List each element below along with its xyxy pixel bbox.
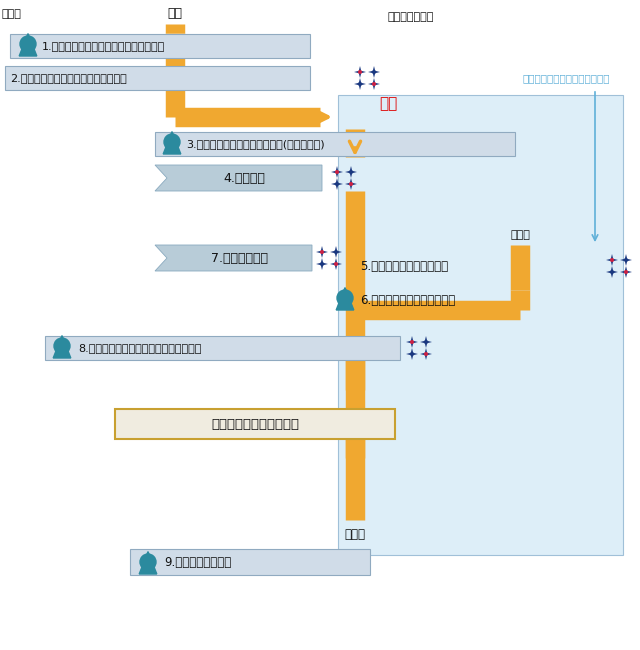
Polygon shape [345, 178, 357, 190]
Circle shape [372, 83, 375, 85]
Polygon shape [316, 246, 328, 258]
Polygon shape [140, 552, 157, 574]
Text: 4.供給承諾: 4.供給承諾 [223, 172, 266, 185]
Circle shape [425, 341, 428, 343]
Circle shape [358, 71, 362, 73]
Circle shape [411, 353, 413, 356]
Polygon shape [606, 254, 618, 266]
Circle shape [425, 353, 428, 356]
Text: 2.需要抑制量調整供給事前検討の回答: 2.需要抑制量調整供給事前検討の回答 [10, 73, 127, 83]
Circle shape [611, 259, 613, 261]
Text: 1.需要抑制量調整供給事前検討の申込み: 1.需要抑制量調整供給事前検討の申込み [42, 41, 165, 51]
Polygon shape [53, 335, 71, 358]
Circle shape [335, 263, 337, 265]
FancyBboxPatch shape [10, 34, 310, 58]
FancyBboxPatch shape [115, 409, 395, 439]
Polygon shape [354, 66, 366, 78]
Text: 発生時: 発生時 [344, 528, 365, 541]
Polygon shape [420, 336, 432, 348]
FancyBboxPatch shape [5, 66, 310, 90]
Text: 6.工事費負担金等請求・支払: 6.工事費負担金等請求・支払 [360, 294, 455, 307]
Circle shape [625, 259, 627, 261]
Circle shape [349, 171, 352, 174]
Text: 必須: 必須 [379, 96, 397, 112]
Text: 9.供給地点の追加等: 9.供給地点の追加等 [164, 556, 231, 569]
Text: 8.需要抑制量調整供給兼基本契約の締結: 8.需要抑制量調整供給兼基本契約の締結 [78, 343, 202, 353]
Polygon shape [620, 266, 632, 278]
Text: 需要抑制量調整供給開始: 需要抑制量調整供給開始 [211, 417, 299, 430]
Polygon shape [606, 266, 618, 278]
Polygon shape [330, 258, 342, 270]
Text: 3.需要抑制量調整供給の申込み(契約申込み): 3.需要抑制量調整供給の申込み(契約申込み) [186, 139, 324, 149]
Text: 7.供給工事実施: 7.供給工事実施 [211, 252, 268, 265]
Polygon shape [331, 178, 343, 190]
Circle shape [54, 338, 70, 354]
Circle shape [321, 251, 323, 254]
Polygon shape [368, 66, 380, 78]
Circle shape [358, 83, 362, 85]
Circle shape [321, 263, 323, 265]
FancyBboxPatch shape [45, 336, 400, 360]
Polygon shape [406, 336, 418, 348]
Polygon shape [420, 348, 432, 360]
Circle shape [164, 134, 180, 150]
Polygon shape [163, 131, 181, 154]
Circle shape [411, 341, 413, 343]
Polygon shape [345, 166, 357, 178]
Circle shape [140, 554, 156, 570]
Text: 5.工事費負担金契約の締結: 5.工事費負担金契約の締結 [360, 259, 448, 272]
Polygon shape [155, 245, 312, 271]
Text: 北陸電力送配電: 北陸電力送配電 [388, 12, 435, 22]
Circle shape [20, 36, 36, 52]
Polygon shape [19, 34, 36, 56]
Circle shape [336, 183, 339, 185]
Polygon shape [406, 348, 418, 360]
Circle shape [611, 270, 613, 273]
Circle shape [335, 251, 337, 254]
Text: 任意: 任意 [168, 7, 182, 20]
Circle shape [625, 270, 627, 273]
Polygon shape [354, 78, 366, 90]
FancyBboxPatch shape [338, 95, 623, 555]
Polygon shape [331, 166, 343, 178]
Text: 契約者: 契約者 [2, 9, 22, 19]
Circle shape [336, 171, 339, 174]
Circle shape [349, 183, 352, 185]
Polygon shape [155, 165, 322, 191]
Text: 併せて工事の必要の有無を連絡: 併せて工事の必要の有無を連絡 [522, 73, 610, 83]
Circle shape [372, 71, 375, 73]
Polygon shape [330, 246, 342, 258]
Polygon shape [316, 258, 328, 270]
Polygon shape [620, 254, 632, 266]
Polygon shape [336, 287, 354, 310]
Circle shape [337, 290, 353, 306]
Polygon shape [368, 78, 380, 90]
Text: 発生時: 発生時 [510, 230, 530, 240]
FancyBboxPatch shape [130, 549, 370, 575]
FancyBboxPatch shape [155, 132, 515, 156]
